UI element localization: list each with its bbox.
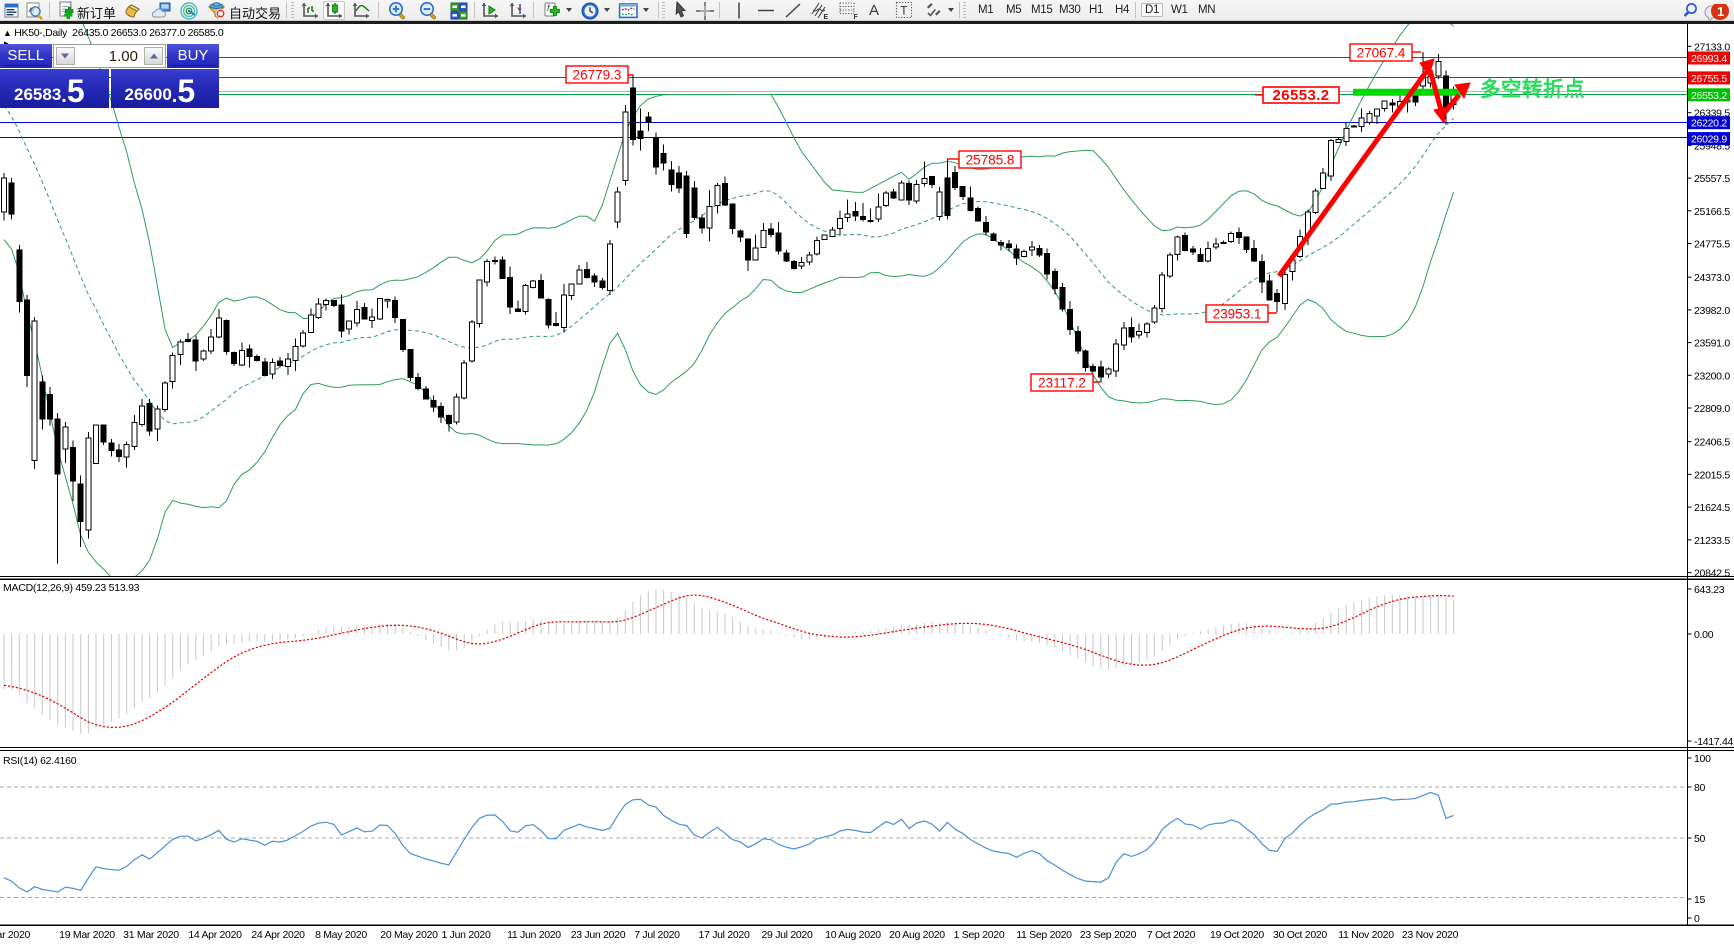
svg-text:RSI(14) 62.4160: RSI(14) 62.4160: [3, 755, 77, 767]
svg-text:26220.2: 26220.2: [1691, 118, 1727, 130]
svg-text:26993.4: 26993.4: [1691, 53, 1727, 65]
svg-text:F: F: [854, 14, 859, 21]
svg-text:20 Aug 2020: 20 Aug 2020: [889, 929, 945, 941]
svg-text:-1417.44: -1417.44: [1694, 736, 1734, 748]
svg-text:21624.5: 21624.5: [1694, 502, 1730, 514]
svg-text:17 Jul 2020: 17 Jul 2020: [699, 929, 750, 941]
svg-text:30 Oct 2020: 30 Oct 2020: [1273, 929, 1327, 941]
svg-text:10 Aug 2020: 10 Aug 2020: [825, 929, 881, 941]
svg-text:23 Sep 2020: 23 Sep 2020: [1080, 929, 1137, 941]
svg-text:11 Nov 2020: 11 Nov 2020: [1338, 929, 1394, 941]
svg-text:26755.5: 26755.5: [1691, 73, 1727, 85]
svg-text:23591.0: 23591.0: [1694, 338, 1730, 350]
svg-text:15: 15: [1694, 894, 1706, 906]
svg-text:E: E: [824, 14, 829, 21]
svg-text:26779.3: 26779.3: [573, 67, 622, 82]
svg-text:23 Nov 2020: 23 Nov 2020: [1402, 929, 1459, 941]
svg-text:24373.0: 24373.0: [1694, 272, 1730, 284]
svg-text:20842.5: 20842.5: [1694, 568, 1730, 580]
svg-text:26029.9: 26029.9: [1691, 134, 1727, 146]
svg-text:14 Apr 2020: 14 Apr 2020: [188, 929, 242, 941]
svg-text:25557.5: 25557.5: [1694, 173, 1730, 185]
svg-text:11 Jun 2020: 11 Jun 2020: [507, 929, 561, 941]
svg-text:50: 50: [1694, 833, 1706, 845]
svg-text:f: f: [547, 3, 551, 13]
svg-text:1 Sep 2020: 1 Sep 2020: [954, 929, 1005, 941]
svg-text:1: 1: [1717, 4, 1724, 19]
svg-text:23953.1: 23953.1: [1213, 306, 1262, 321]
svg-text:643.23: 643.23: [1694, 584, 1725, 596]
svg-text:25166.5: 25166.5: [1694, 206, 1730, 218]
svg-text:24775.5: 24775.5: [1694, 239, 1730, 251]
svg-text:23117.2: 23117.2: [1038, 375, 1086, 390]
svg-text:9 Mar 2020: 9 Mar 2020: [0, 929, 31, 941]
svg-text:21233.5: 21233.5: [1694, 535, 1730, 547]
svg-text:23982.0: 23982.0: [1694, 305, 1730, 317]
svg-text:MACD(12,26,9) 459.23 513.93: MACD(12,26,9) 459.23 513.93: [3, 582, 140, 594]
svg-text:7 Jul 2020: 7 Jul 2020: [634, 929, 680, 941]
svg-text:24 Apr 2020: 24 Apr 2020: [251, 929, 305, 941]
svg-text:26553.2: 26553.2: [1691, 90, 1727, 102]
svg-text:23 Jun 2020: 23 Jun 2020: [571, 929, 626, 941]
svg-text:1 Jun 2020: 1 Jun 2020: [442, 929, 491, 941]
svg-text:25785.8: 25785.8: [966, 152, 1015, 167]
svg-text:22015.5: 22015.5: [1694, 469, 1730, 481]
svg-text:80: 80: [1694, 782, 1706, 794]
svg-text:31 Mar 2020: 31 Mar 2020: [123, 929, 179, 941]
svg-text:11 Sep 2020: 11 Sep 2020: [1016, 929, 1072, 941]
svg-text:22809.0: 22809.0: [1694, 403, 1730, 415]
svg-text:7 Oct 2020: 7 Oct 2020: [1147, 929, 1196, 941]
svg-text:27133.0: 27133.0: [1694, 41, 1730, 53]
svg-text:23200.0: 23200.0: [1694, 370, 1730, 382]
svg-text:19 Mar 2020: 19 Mar 2020: [59, 929, 115, 941]
svg-text:100: 100: [1694, 753, 1711, 765]
svg-text:29 Jul 2020: 29 Jul 2020: [762, 929, 813, 941]
svg-text:26553.2: 26553.2: [1272, 87, 1329, 104]
svg-text:22406.5: 22406.5: [1694, 437, 1730, 449]
svg-text:T: T: [900, 4, 908, 18]
svg-text:多空转折点: 多空转折点: [1480, 77, 1585, 101]
svg-text:20 May 2020: 20 May 2020: [380, 929, 438, 941]
svg-text:19 Oct 2020: 19 Oct 2020: [1210, 929, 1264, 941]
svg-text:0: 0: [1694, 913, 1700, 925]
svg-text:27067.4: 27067.4: [1357, 45, 1406, 60]
svg-text:0.00: 0.00: [1694, 629, 1714, 641]
svg-text:8 May 2020: 8 May 2020: [315, 929, 367, 941]
